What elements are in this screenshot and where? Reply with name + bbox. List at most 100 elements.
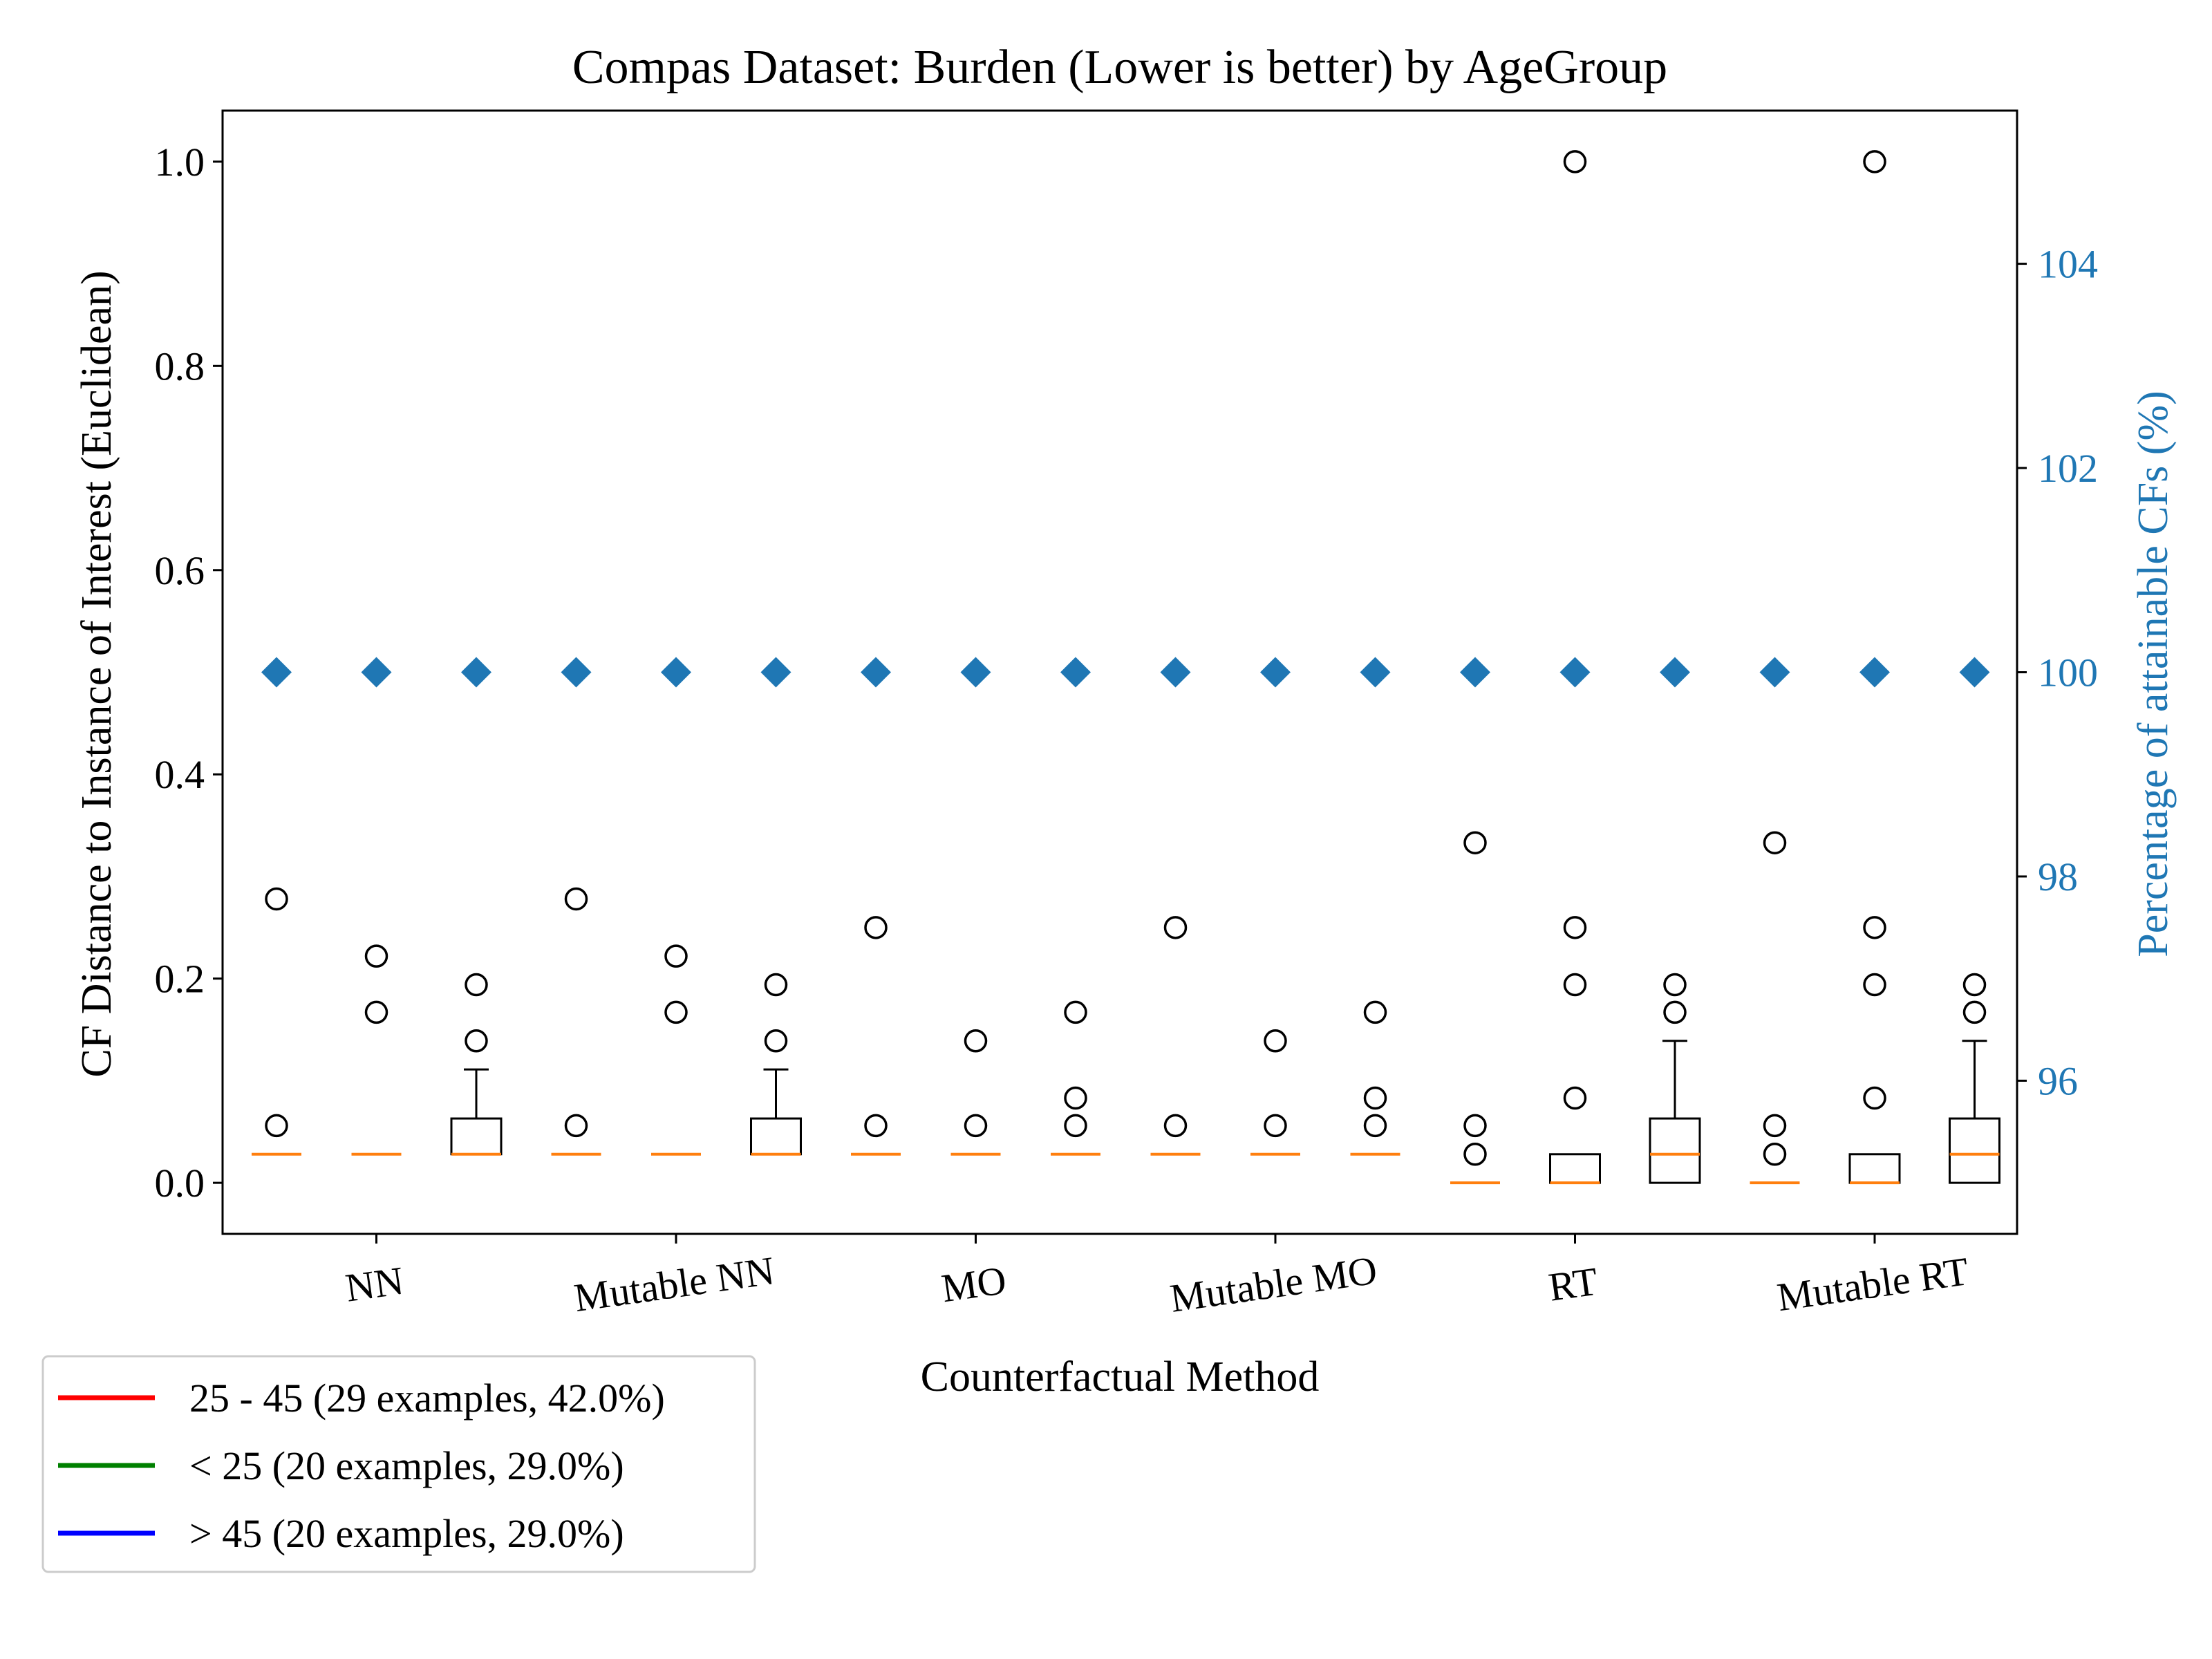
box-16 bbox=[1750, 831, 1800, 1185]
outlier-point bbox=[1663, 1000, 1687, 1024]
y-tick-label: 0.4 bbox=[155, 752, 205, 797]
outlier-point bbox=[1863, 916, 1886, 939]
box-3 bbox=[450, 973, 503, 1156]
attainable-marker bbox=[661, 657, 691, 688]
outlier-point bbox=[364, 1000, 388, 1024]
box-14 bbox=[1549, 150, 1601, 1185]
box-2 bbox=[351, 944, 402, 1156]
outlier-point bbox=[465, 973, 488, 997]
outlier-point bbox=[1563, 916, 1587, 939]
attainable-marker bbox=[461, 657, 491, 688]
y2-tick-label: 104 bbox=[2038, 242, 2098, 287]
x-tick-label: MO bbox=[939, 1257, 1009, 1311]
box-6 bbox=[750, 973, 802, 1156]
attainable-marker bbox=[261, 657, 292, 688]
y2-tick-label: 102 bbox=[2038, 446, 2098, 491]
box-12 bbox=[1350, 1000, 1400, 1156]
outlier-point bbox=[1863, 1086, 1886, 1110]
outlier-point bbox=[864, 1114, 888, 1138]
y-tick-label: 0.6 bbox=[155, 548, 205, 593]
legend-label: < 25 (20 examples, 29.0%) bbox=[189, 1443, 624, 1488]
outlier-point bbox=[465, 1029, 488, 1053]
outlier-point bbox=[1163, 916, 1188, 939]
outlier-point bbox=[664, 1000, 688, 1024]
x-tick-label: RT bbox=[1546, 1259, 1600, 1310]
outlier-point bbox=[1363, 1000, 1387, 1024]
box-body bbox=[1949, 1117, 2000, 1184]
attainable-marker bbox=[1260, 657, 1291, 688]
outlier-point bbox=[1264, 1029, 1287, 1053]
box-11 bbox=[1250, 1029, 1300, 1156]
y2-axis-label: Percentage of attainable CFs (%) bbox=[2130, 391, 2177, 957]
x-tick-label: NN bbox=[343, 1258, 406, 1311]
attainable-marker bbox=[1060, 657, 1091, 688]
outlier-point bbox=[1863, 150, 1886, 174]
box-4 bbox=[551, 887, 601, 1156]
outlier-point bbox=[964, 1114, 988, 1138]
outlier-point bbox=[764, 973, 788, 997]
attainable-marker bbox=[1660, 657, 1690, 688]
attainable-marker bbox=[361, 657, 392, 688]
outlier-point bbox=[964, 1029, 988, 1053]
outlier-point bbox=[1363, 1086, 1387, 1110]
outlier-point bbox=[1563, 1086, 1587, 1110]
outlier-point bbox=[265, 887, 288, 911]
chart-title: Compas Dataset: Burden (Lower is better)… bbox=[572, 41, 1667, 94]
outlier-point bbox=[1064, 1114, 1087, 1138]
y-tick-label: 1.0 bbox=[155, 140, 205, 185]
outlier-point bbox=[1763, 1143, 1787, 1166]
box-7 bbox=[851, 916, 901, 1156]
box-9 bbox=[1051, 1000, 1100, 1156]
outlier-point bbox=[1363, 1114, 1387, 1138]
outlier-point bbox=[1064, 1086, 1087, 1110]
box-18 bbox=[1949, 973, 2000, 1184]
outlier-point bbox=[1463, 1114, 1487, 1138]
outlier-point bbox=[1264, 1114, 1287, 1138]
outlier-point bbox=[564, 887, 588, 911]
attainable-marker bbox=[1360, 657, 1391, 688]
box-10 bbox=[1150, 916, 1201, 1156]
y-axis-label: CF Distance to Instance of Interest (Euc… bbox=[73, 270, 120, 1077]
legend: 25 - 45 (29 examples, 42.0%) < 25 (20 exa… bbox=[41, 1355, 756, 1573]
box-5 bbox=[651, 944, 701, 1156]
outlier-point bbox=[1763, 831, 1787, 854]
legend-label: 25 - 45 (29 examples, 42.0%) bbox=[189, 1376, 665, 1421]
box-body bbox=[1649, 1117, 1701, 1184]
outlier-point bbox=[1962, 1000, 1987, 1024]
attainable-marker bbox=[561, 657, 592, 688]
outlier-point bbox=[764, 1029, 788, 1053]
outlier-point bbox=[1563, 150, 1587, 174]
outlier-point bbox=[664, 944, 688, 968]
box-8 bbox=[950, 1029, 1001, 1156]
attainable-marker bbox=[861, 657, 891, 688]
outlier-point bbox=[1663, 973, 1687, 997]
attainable-marker bbox=[1959, 657, 1990, 688]
outlier-point bbox=[1863, 973, 1886, 997]
y2-tick-label: 96 bbox=[2038, 1058, 2078, 1103]
attainable-marker bbox=[1859, 657, 1890, 688]
box-17 bbox=[1848, 150, 1901, 1185]
outlier-point bbox=[864, 916, 888, 939]
outlier-point bbox=[265, 1114, 288, 1138]
outlier-point bbox=[364, 944, 388, 968]
attainable-marker bbox=[1160, 657, 1191, 688]
attainable-marker bbox=[1759, 657, 1790, 688]
box-1 bbox=[252, 887, 301, 1156]
outlier-point bbox=[1163, 1114, 1188, 1138]
y-tick-label: 0.0 bbox=[155, 1161, 205, 1206]
attainable-marker bbox=[960, 657, 991, 688]
outlier-point bbox=[564, 1114, 588, 1138]
box-13 bbox=[1450, 831, 1500, 1185]
box-15 bbox=[1649, 973, 1701, 1184]
outlier-point bbox=[1563, 973, 1587, 997]
attainable-marker bbox=[1559, 657, 1591, 688]
legend-frame bbox=[41, 1355, 756, 1573]
y2-tick-label: 100 bbox=[2038, 650, 2098, 695]
y-tick-label: 0.2 bbox=[155, 957, 205, 1002]
outlier-point bbox=[1463, 1143, 1487, 1166]
outlier-point bbox=[1962, 973, 1987, 997]
attainable-marker bbox=[1460, 657, 1490, 688]
outlier-point bbox=[1763, 1114, 1787, 1138]
